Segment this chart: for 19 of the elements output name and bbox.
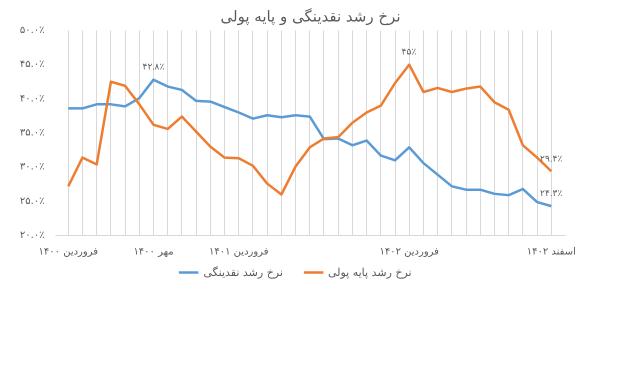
y-tick-label: ۲۵.۰٪ [20, 196, 45, 207]
legend-label: نرخ رشد نقدینگی [203, 265, 283, 279]
y-tick-label: ۴۰.۰٪ [20, 93, 45, 104]
y-tick-label: ۳۵.۰٪ [20, 128, 45, 138]
x-tick-label: مهر ۱۴۰۰ [133, 246, 174, 258]
chart-title: نرخ رشد نقدینگی و پایه پولی [220, 8, 401, 26]
legend-label: نرخ رشد پایه پولی [328, 265, 412, 279]
data-label: ۲۴.۳٪ [540, 188, 562, 198]
data-label: ۴۵٪ [402, 46, 417, 57]
y-tick-label: ۲۰.۰٪ [20, 230, 45, 241]
data-label: ۴۲.۸٪ [142, 62, 165, 72]
y-tick-label: ۵۰.۰٪ [20, 25, 45, 36]
data-label: ۲۹.۴٪ [540, 153, 562, 164]
y-tick-label: ۴۵.۰٪ [20, 59, 45, 70]
x-tick-label: فروردین ۱۴۰۱ [209, 246, 269, 258]
x-tick-label: اسفند ۱۴۰۲ [526, 246, 576, 258]
y-tick-label: ۳۰.۰٪ [20, 162, 45, 173]
x-tick-label: فروردین ۱۴۰۰ [38, 246, 98, 258]
x-tick-label: فروردین ۱۴۰۲ [380, 246, 440, 258]
